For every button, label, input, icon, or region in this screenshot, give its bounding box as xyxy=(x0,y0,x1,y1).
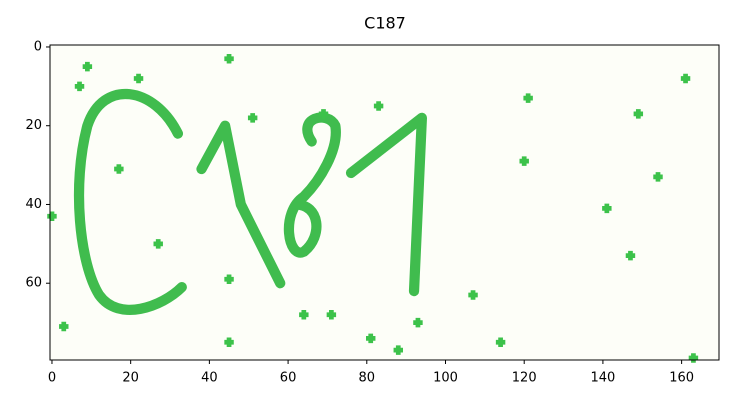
x-tick-label: 20 xyxy=(122,371,139,386)
y-tick-label: 40 xyxy=(25,197,42,212)
noise-cross xyxy=(413,317,423,328)
y-tick-label: 20 xyxy=(25,118,42,133)
chart-title: C187 xyxy=(364,14,406,33)
noise-cross xyxy=(680,73,691,84)
image-background xyxy=(50,45,719,360)
noise-cross xyxy=(633,109,644,119)
y-tick-label: 60 xyxy=(25,276,42,291)
noise-cross xyxy=(366,333,376,344)
noise-cross xyxy=(625,250,636,261)
noise-cross xyxy=(82,61,93,72)
axes-frame xyxy=(49,44,720,361)
noise-cross xyxy=(373,101,384,111)
noise-cross xyxy=(393,345,403,355)
noise-cross xyxy=(224,337,234,348)
noise-cross xyxy=(523,93,533,103)
x-tick-label: 100 xyxy=(433,371,458,386)
noise-cross xyxy=(299,309,309,320)
noise-cross xyxy=(326,309,337,320)
x-tick-label: 80 xyxy=(359,371,376,386)
noise-cross xyxy=(318,109,329,119)
noise-cross xyxy=(688,353,699,363)
noise-cross xyxy=(247,113,258,123)
y-tick-label: 0 xyxy=(34,39,42,54)
noise-cross xyxy=(47,211,57,222)
noise-cross xyxy=(114,164,124,174)
x-tick-label: 60 xyxy=(280,371,297,386)
captcha-stroke xyxy=(345,112,428,297)
noise-cross xyxy=(133,73,144,84)
noise-cross xyxy=(74,81,85,92)
x-tick-label: 40 xyxy=(201,371,218,386)
x-tick-label: 140 xyxy=(590,371,615,386)
captcha-image xyxy=(47,45,719,363)
noise-cross xyxy=(495,337,506,348)
noise-cross xyxy=(59,321,69,332)
noise-cross xyxy=(653,172,663,182)
noise-cross xyxy=(602,203,612,214)
noise-cross xyxy=(224,274,234,285)
x-tick-label: 120 xyxy=(512,371,537,386)
noise-cross xyxy=(153,239,163,249)
captcha-stroke xyxy=(73,88,187,315)
x-tick-label: 0 xyxy=(48,371,56,386)
noise-cross xyxy=(468,290,478,300)
noise-cross xyxy=(224,54,234,64)
x-tick-label: 160 xyxy=(669,371,694,386)
captcha-strokes xyxy=(47,54,699,363)
noise-cross xyxy=(519,156,529,166)
captcha-stroke xyxy=(196,120,286,289)
